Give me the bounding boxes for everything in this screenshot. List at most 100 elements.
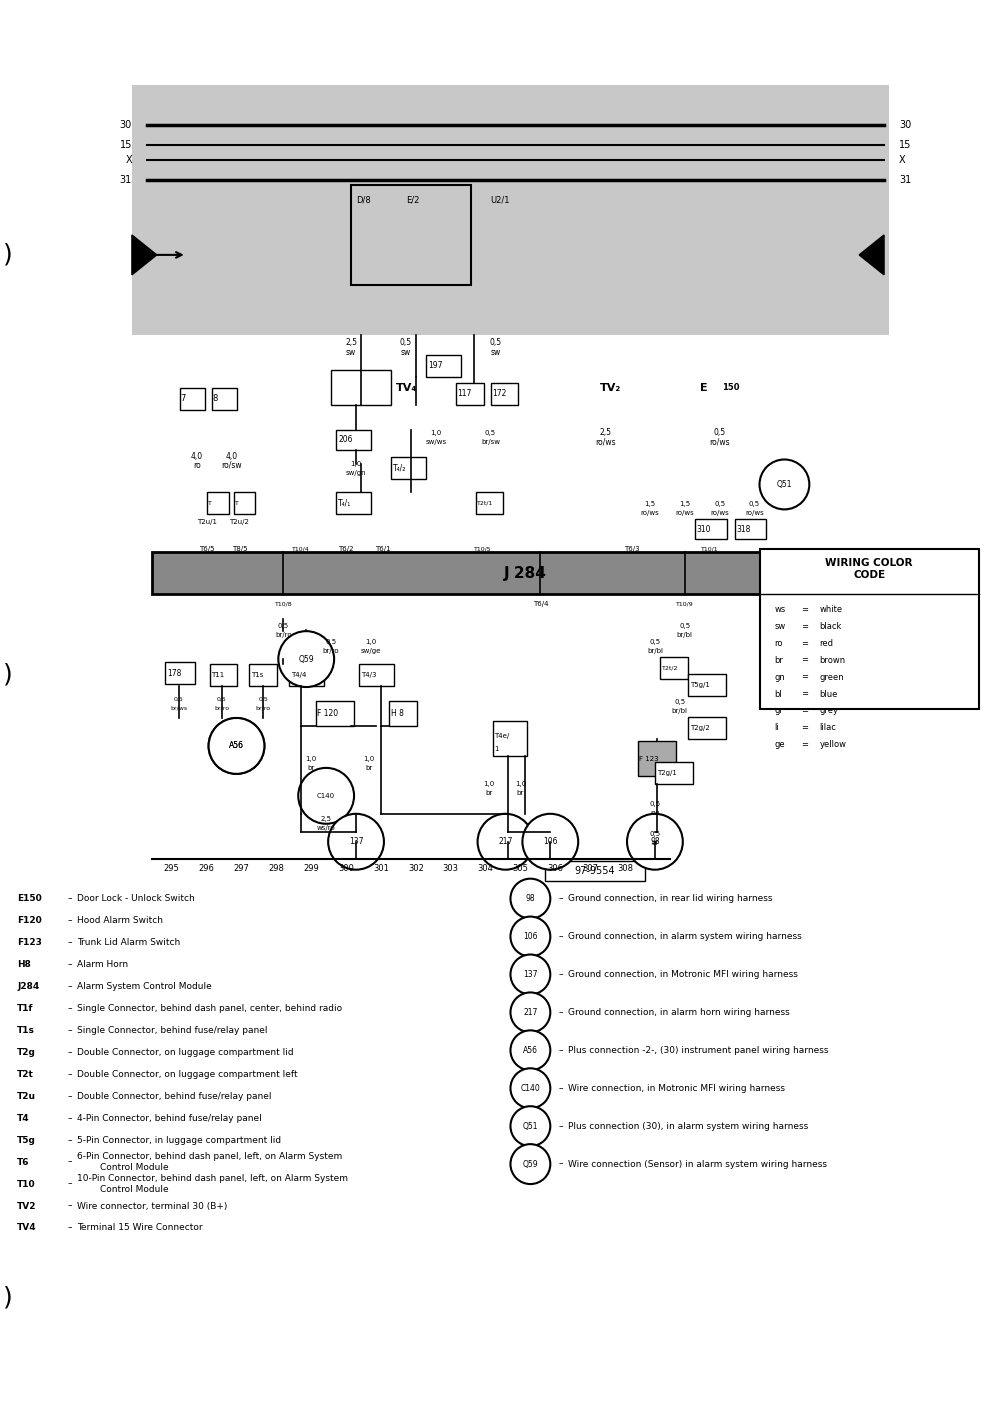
Text: green: green	[819, 673, 844, 682]
Text: 4-Pin Connector, behind fuse/relay panel: 4-Pin Connector, behind fuse/relay panel	[77, 1114, 262, 1123]
Text: Double Connector, on luggage compartment lid: Double Connector, on luggage compartment…	[77, 1048, 294, 1056]
Text: 0,5: 0,5	[489, 338, 502, 348]
Text: 30: 30	[899, 120, 911, 130]
Text: Wire connector, terminal 30 (B+): Wire connector, terminal 30 (B+)	[77, 1202, 227, 1210]
Text: –: –	[67, 894, 72, 904]
Text: E150: E150	[17, 894, 42, 904]
Text: 178: 178	[167, 669, 181, 677]
Text: br/bl: br/bl	[647, 648, 663, 655]
Circle shape	[510, 1144, 550, 1184]
Text: 4,0: 4,0	[191, 452, 203, 461]
Text: Ground connection, in Motronic MFI wiring harness: Ground connection, in Motronic MFI wirin…	[568, 970, 798, 978]
Text: bl: bl	[774, 690, 782, 699]
Text: A56: A56	[229, 741, 244, 751]
Text: 1,5: 1,5	[679, 502, 690, 508]
Text: gn: gn	[774, 673, 785, 682]
Text: sw/ws: sw/ws	[425, 438, 446, 444]
Text: F 120: F 120	[317, 710, 338, 718]
Text: 137: 137	[523, 970, 538, 978]
Circle shape	[510, 1031, 550, 1070]
Circle shape	[328, 814, 384, 870]
Text: ro: ro	[193, 461, 201, 469]
Text: sw: sw	[401, 348, 411, 358]
Text: 172: 172	[493, 389, 507, 399]
Bar	[655, 762, 693, 783]
Text: 299: 299	[303, 864, 319, 874]
Text: =: =	[801, 622, 808, 631]
Text: 0,5: 0,5	[714, 502, 725, 508]
Text: 1: 1	[495, 747, 499, 752]
Text: T2u/2: T2u/2	[230, 519, 249, 526]
Text: Single Connector, behind dash panel, center, behind radio: Single Connector, behind dash panel, cen…	[77, 1004, 342, 1012]
Text: Q51: Q51	[777, 479, 792, 489]
Text: 217: 217	[523, 1008, 538, 1017]
Text: ge: ge	[774, 741, 785, 749]
Text: blue: blue	[819, 690, 838, 699]
Text: 150: 150	[722, 383, 739, 392]
Text: Wire connection (Sensor) in alarm system wiring harness: Wire connection (Sensor) in alarm system…	[568, 1159, 827, 1168]
Text: 15: 15	[120, 140, 132, 150]
Text: ): )	[2, 243, 12, 267]
Text: 302: 302	[408, 864, 424, 874]
Bar	[359, 665, 394, 686]
Text: br: br	[651, 840, 659, 846]
Text: ro: ro	[774, 639, 783, 648]
Text: =: =	[801, 656, 808, 665]
Bar	[389, 701, 417, 725]
Text: 298: 298	[268, 864, 284, 874]
Circle shape	[647, 631, 703, 687]
Text: sw: sw	[650, 810, 660, 816]
Text: 98: 98	[650, 837, 660, 846]
Text: C140: C140	[317, 793, 335, 799]
Text: Hood Alarm Switch: Hood Alarm Switch	[77, 916, 163, 925]
Text: 318: 318	[737, 525, 751, 534]
Text: Ground connection, in alarm horn wiring harness: Ground connection, in alarm horn wiring …	[568, 1008, 790, 1017]
Text: T4/3: T4/3	[361, 672, 377, 679]
Text: –: –	[558, 1121, 563, 1131]
Text: 206: 206	[338, 436, 353, 444]
Text: –: –	[558, 970, 563, 978]
Text: lilac: lilac	[819, 724, 836, 732]
Text: ro/ws: ro/ws	[641, 510, 659, 516]
Text: T6/3: T6/3	[624, 546, 640, 553]
Bar	[660, 658, 688, 679]
Text: Single Connector, behind fuse/relay panel: Single Connector, behind fuse/relay pane…	[77, 1027, 268, 1035]
Text: T₄/₂: T₄/₂	[393, 464, 406, 472]
Text: 1,0: 1,0	[363, 756, 375, 762]
Text: T10/4: T10/4	[292, 547, 310, 551]
Text: T10/5: T10/5	[474, 547, 491, 551]
Text: T5g: T5g	[17, 1135, 36, 1145]
Text: sw: sw	[490, 348, 501, 358]
Bar	[289, 665, 324, 686]
Text: E: E	[700, 383, 707, 393]
Text: ro/ws: ro/ws	[710, 510, 729, 516]
Text: T2u/1: T2u/1	[197, 519, 217, 526]
Text: A56: A56	[523, 1046, 538, 1055]
Text: –: –	[67, 1179, 72, 1189]
Text: –: –	[558, 1008, 563, 1017]
Text: –: –	[67, 1070, 72, 1079]
Text: ro/ws: ro/ws	[745, 510, 764, 516]
Text: Alarm Horn: Alarm Horn	[77, 960, 128, 969]
Text: A56: A56	[229, 741, 244, 751]
Text: 6-Pin Connector, behind dash panel, left, on Alarm System
        Control Module: 6-Pin Connector, behind dash panel, left…	[77, 1152, 342, 1172]
Text: Door Lock - Unlock Switch: Door Lock - Unlock Switch	[77, 894, 195, 904]
Text: =: =	[801, 673, 808, 682]
Bar	[132, 85, 889, 335]
Text: red: red	[819, 639, 833, 648]
Bar	[735, 519, 766, 539]
Text: 0,5: 0,5	[326, 639, 337, 645]
Circle shape	[298, 768, 354, 824]
Text: T2t: T2t	[17, 1070, 34, 1079]
Text: –: –	[67, 1114, 72, 1123]
Bar	[234, 492, 255, 515]
Text: T10/8: T10/8	[275, 602, 292, 607]
Text: li: li	[774, 724, 779, 732]
Circle shape	[510, 878, 550, 919]
Text: Double Connector, on luggage compartment left: Double Connector, on luggage compartment…	[77, 1070, 298, 1079]
Text: WIRING COLOR
CODE: WIRING COLOR CODE	[825, 559, 913, 580]
Text: black: black	[819, 622, 842, 631]
Text: T: T	[208, 501, 211, 506]
Text: TV2: TV2	[17, 1202, 37, 1210]
Polygon shape	[132, 235, 157, 274]
